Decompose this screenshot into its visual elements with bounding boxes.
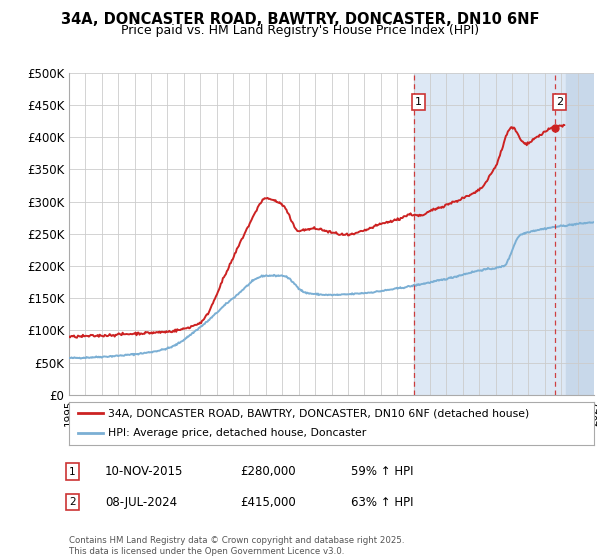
Text: 2: 2: [556, 97, 563, 107]
Text: £415,000: £415,000: [240, 496, 296, 509]
Text: 2: 2: [69, 497, 76, 507]
Text: HPI: Average price, detached house, Doncaster: HPI: Average price, detached house, Donc…: [109, 428, 367, 438]
Bar: [413, 73, 594, 395]
Text: 08-JUL-2024: 08-JUL-2024: [105, 496, 177, 509]
Text: 34A, DONCASTER ROAD, BAWTRY, DONCASTER, DN10 6NF (detached house): 34A, DONCASTER ROAD, BAWTRY, DONCASTER, …: [109, 408, 530, 418]
Text: Price paid vs. HM Land Registry's House Price Index (HPI): Price paid vs. HM Land Registry's House …: [121, 24, 479, 37]
Text: Contains HM Land Registry data © Crown copyright and database right 2025.
This d: Contains HM Land Registry data © Crown c…: [69, 536, 404, 556]
Text: 34A, DONCASTER ROAD, BAWTRY, DONCASTER, DN10 6NF: 34A, DONCASTER ROAD, BAWTRY, DONCASTER, …: [61, 12, 539, 27]
Text: 63% ↑ HPI: 63% ↑ HPI: [351, 496, 413, 509]
Text: £280,000: £280,000: [240, 465, 296, 478]
Text: 59% ↑ HPI: 59% ↑ HPI: [351, 465, 413, 478]
Text: 1: 1: [69, 466, 76, 477]
Text: 1: 1: [415, 97, 422, 107]
Text: 10-NOV-2015: 10-NOV-2015: [105, 465, 184, 478]
Bar: [566, 73, 594, 395]
